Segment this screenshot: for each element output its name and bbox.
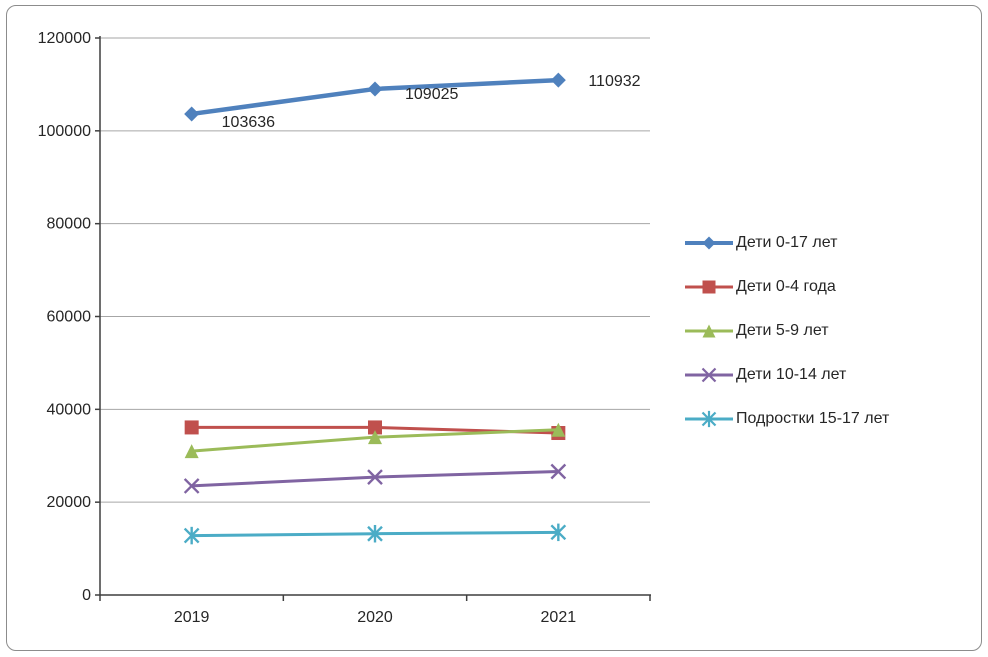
- legend-star-swatch-icon: [685, 410, 733, 428]
- square-marker-icon: [702, 280, 716, 294]
- x-marker-icon: [550, 463, 567, 480]
- triangle-marker-icon: [368, 430, 382, 445]
- y-tick-label: 40000: [47, 401, 92, 418]
- y-tick-label: 60000: [47, 309, 92, 326]
- legend-item: Дети 5-9 лет: [684, 309, 889, 353]
- diamond-marker-icon: [184, 106, 200, 122]
- data-label: 103636: [222, 114, 275, 131]
- star-marker-icon: [367, 524, 383, 543]
- star-marker-icon: [550, 523, 567, 542]
- legend-label: Дети 0-17 лет: [736, 234, 838, 251]
- legend-label: Подростки 15-17 лет: [736, 410, 890, 427]
- y-tick-label: 120000: [38, 30, 91, 47]
- diamond-marker-icon: [550, 72, 566, 88]
- legend-label: Дети 5-9 лет: [736, 322, 829, 339]
- y-tick-label: 80000: [47, 216, 92, 233]
- data-label: 110932: [588, 73, 640, 90]
- x-tick-label: 2019: [174, 609, 210, 626]
- x-tick-label: 2021: [541, 609, 577, 626]
- triangle-marker-icon: [702, 324, 716, 338]
- legend-label: Дети 0-4 года: [736, 278, 836, 295]
- chart-legend: Дети 0-17 лет Дети 0-4 года Дети 5-9 лет Де…: [684, 221, 889, 441]
- legend-item: Дети 0-17 лет: [684, 221, 889, 265]
- legend-item: Дети 0-4 года: [684, 265, 889, 309]
- x-tick-label: 2020: [357, 609, 393, 626]
- legend-item: Подростки 15-17 лет: [684, 397, 889, 441]
- x-marker-icon: [701, 367, 717, 383]
- star-marker-icon: [701, 410, 717, 428]
- y-tick-label: 20000: [47, 494, 92, 511]
- star-marker-icon: [183, 526, 200, 545]
- x-marker-icon: [367, 469, 383, 485]
- square-marker-icon: [184, 420, 199, 435]
- data-label: 109025: [405, 86, 458, 103]
- x-marker-icon: [183, 478, 200, 494]
- legend-triangle-swatch-icon: [685, 324, 733, 338]
- triangle-marker-icon: [551, 422, 566, 437]
- legend-square-swatch-icon: [685, 280, 733, 294]
- y-tick-label: 0: [82, 587, 91, 604]
- legend-diamond-swatch-icon: [685, 236, 733, 250]
- triangle-marker-icon: [184, 444, 199, 459]
- legend-item: Дети 10-14 лет: [684, 353, 889, 397]
- legend-x-swatch-icon: [685, 367, 733, 383]
- diamond-marker-icon: [702, 236, 716, 250]
- y-tick-label: 100000: [38, 123, 91, 140]
- diamond-marker-icon: [367, 81, 383, 97]
- square-marker-icon: [368, 420, 382, 435]
- legend-label: Дети 10-14 лет: [736, 366, 847, 383]
- chart-frame: [6, 5, 982, 651]
